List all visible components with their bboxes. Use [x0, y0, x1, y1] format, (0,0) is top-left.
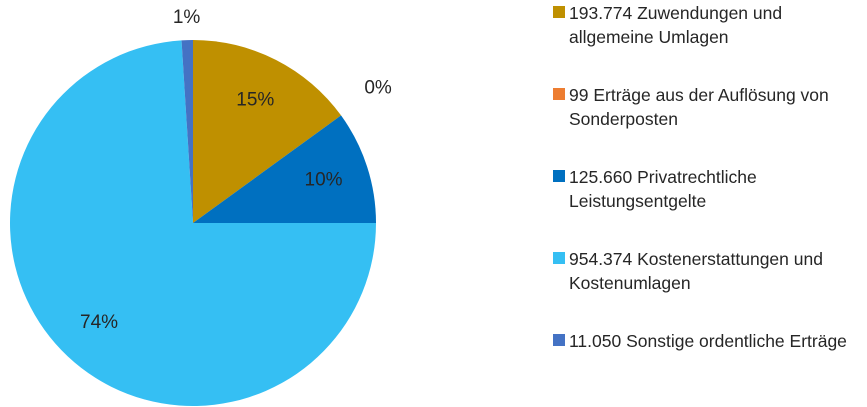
pie-slice [193, 40, 342, 223]
legend-item: 193.774 Zuwendungen und allgemeine Umlag… [553, 1, 861, 49]
legend-item: 99 Erträge aus der Auflösung von Sonderp… [553, 83, 861, 131]
data-label: 10% [305, 170, 343, 191]
data-label: 74% [80, 312, 118, 333]
pie-slice [9, 40, 376, 406]
legend-swatch [553, 170, 565, 182]
legend-swatch [553, 252, 565, 264]
legend-label: 193.774 Zuwendungen und allgemeine Umlag… [569, 3, 783, 47]
legend-label: 99 Erträge aus der Auflösung von Sonderp… [569, 85, 829, 129]
pie-slice [193, 115, 376, 223]
legend-item: 954.374 Kostenerstattungen und Kostenuml… [553, 247, 861, 295]
legend-swatch [553, 6, 565, 18]
data-label: 0% [364, 78, 392, 99]
legend-swatch [553, 334, 565, 346]
chart: 15% 0% 10% 74% 1% [9, 7, 392, 406]
legend-label: 954.374 Kostenerstattungen und Kostenuml… [569, 249, 823, 293]
legend-item: 11.050 Sonstige ordentliche Erträge [553, 329, 861, 353]
legend-label: 125.660 Privatrechtliche Leistungsentgel… [569, 167, 757, 211]
legend-label: 11.050 Sonstige ordentliche Erträge [569, 331, 847, 351]
legend-item: 125.660 Privatrechtliche Leistungsentgel… [553, 165, 861, 213]
data-label: 1% [173, 7, 201, 28]
legend-swatch [553, 88, 565, 100]
pie-slice [181, 40, 193, 223]
data-label: 15% [236, 90, 274, 111]
